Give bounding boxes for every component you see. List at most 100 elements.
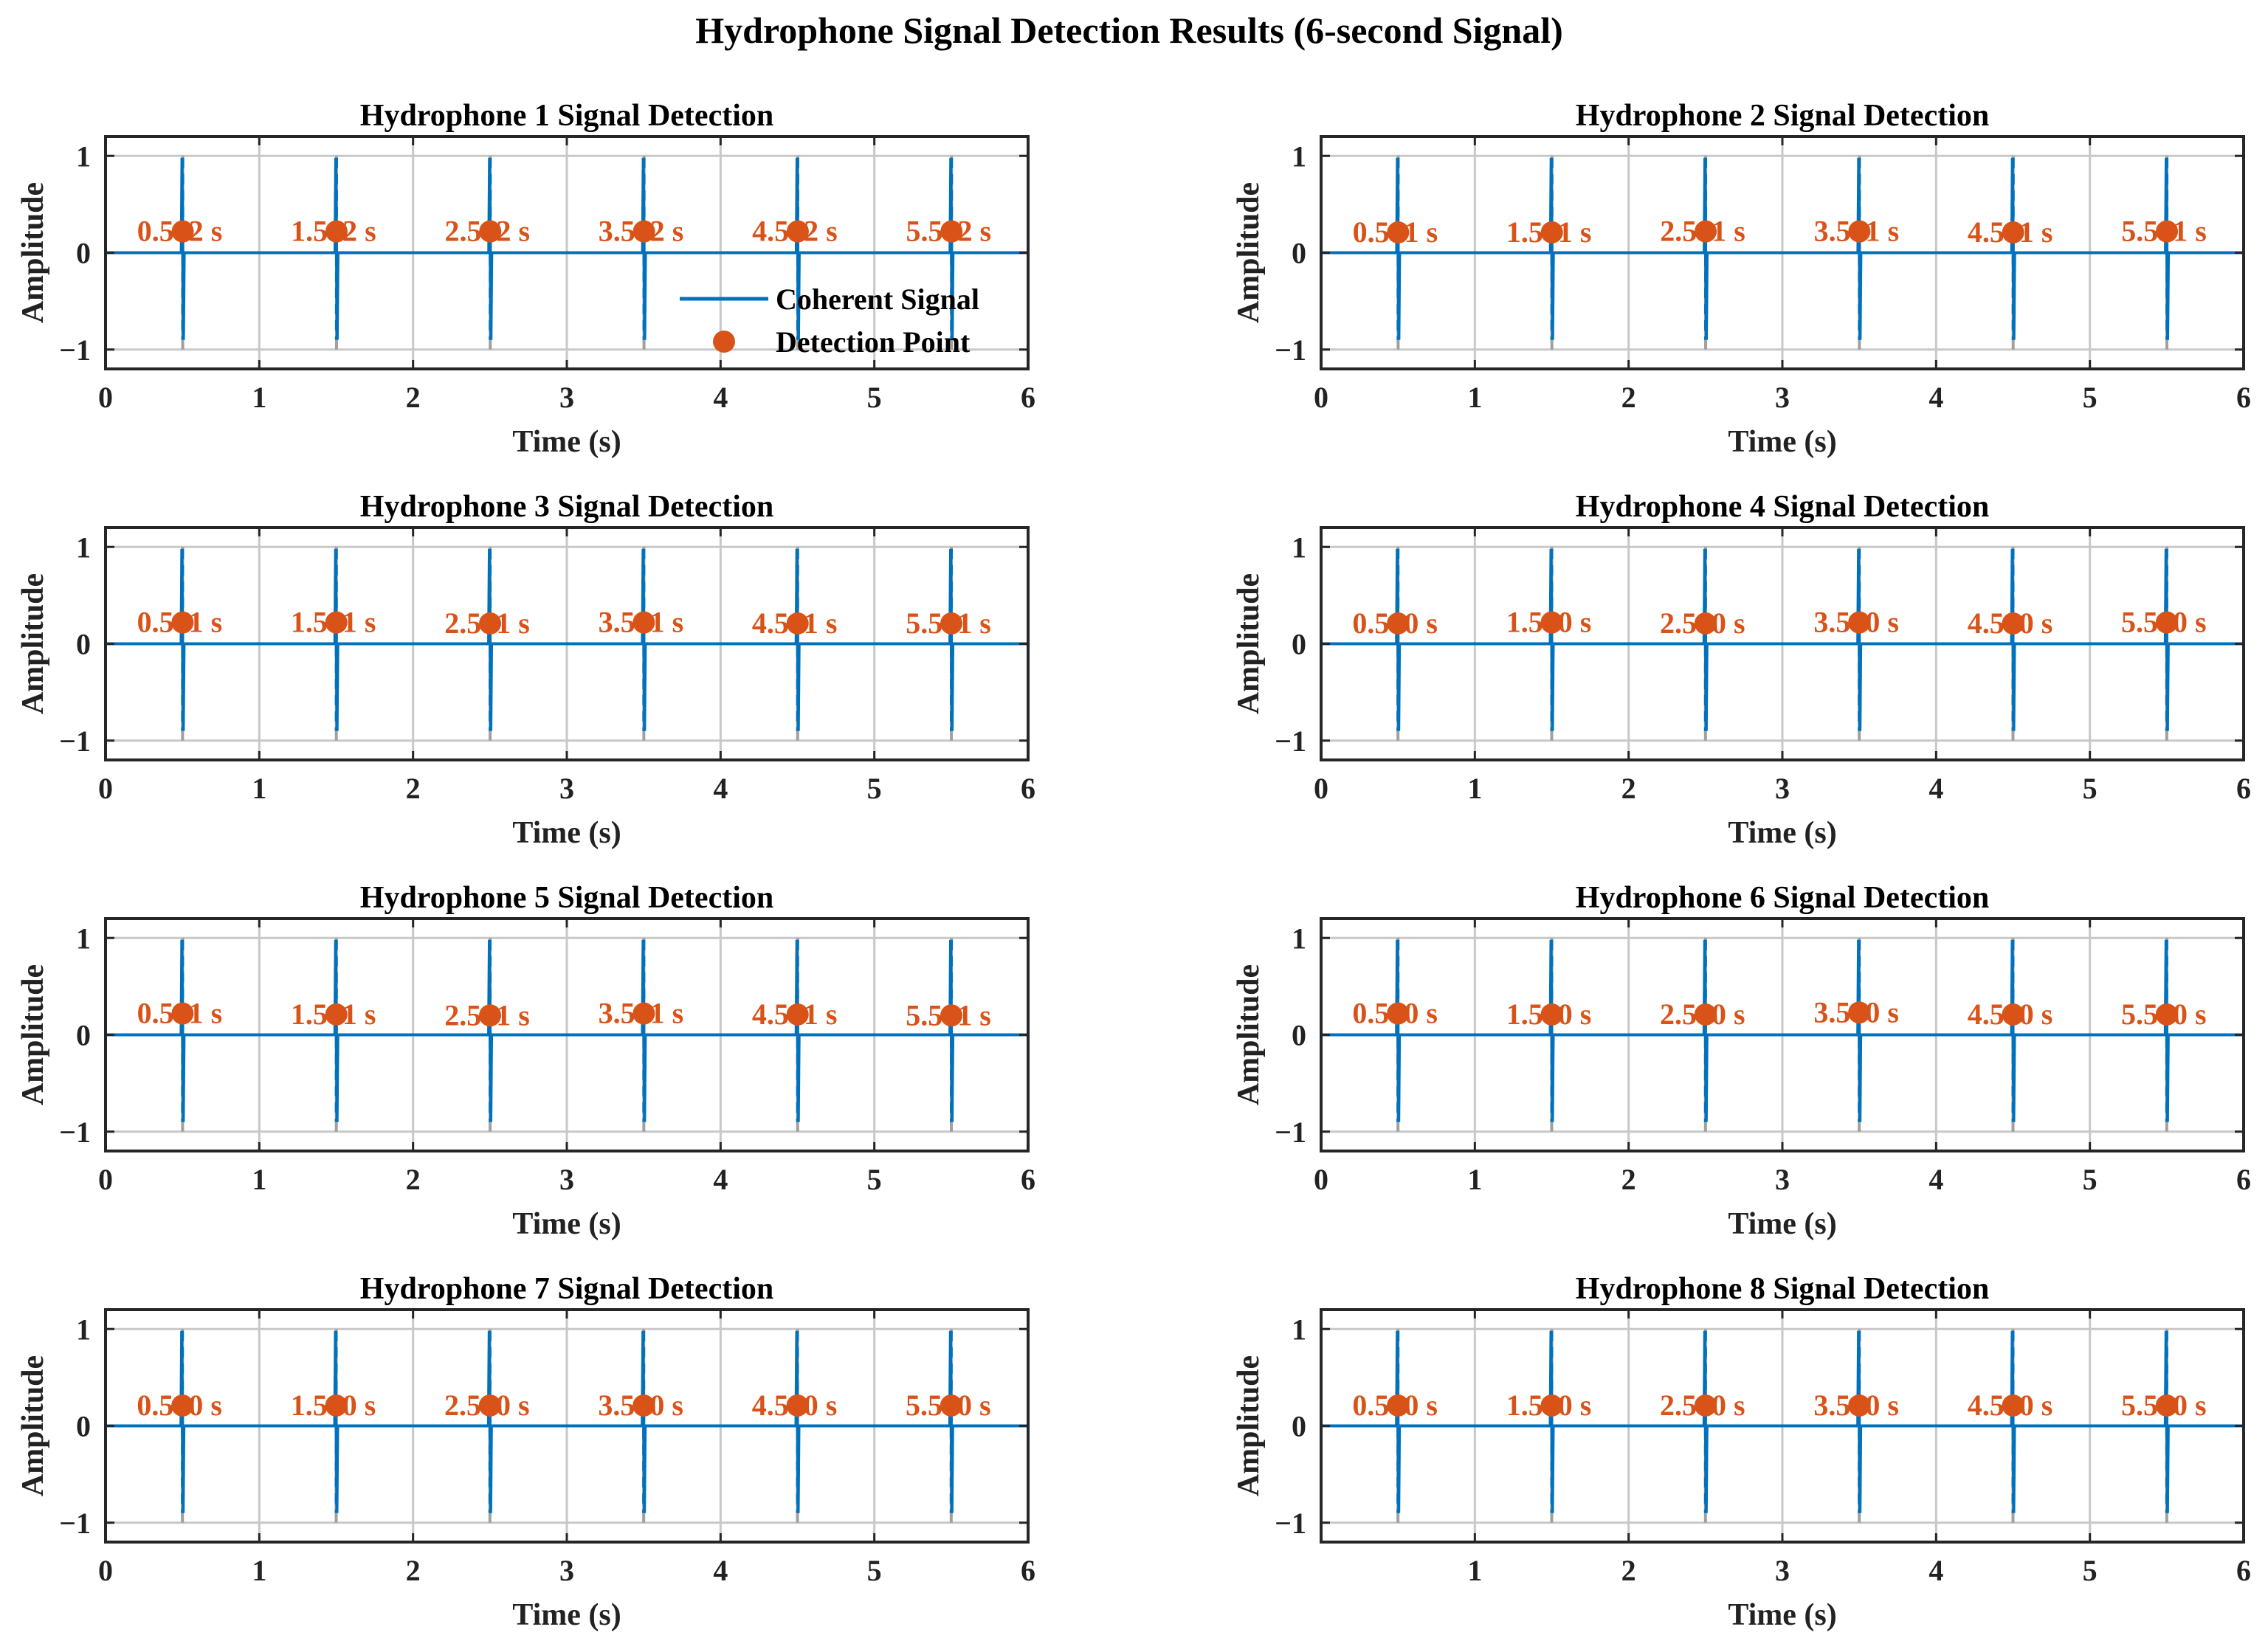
x-tick-label: 2 [406, 381, 421, 414]
subplot-title: Hydrophone 6 Signal Detection [1576, 881, 1989, 915]
detection-label: 4.500 s [752, 1389, 838, 1422]
detection-point [1540, 221, 1563, 243]
coherent-signal-line [1321, 939, 2244, 1122]
detection-label: 2.501 s [444, 606, 530, 640]
detection-label: 0.500 s [1352, 997, 1438, 1030]
subplot-2: 0.501 s 1.501 s 2.501 s 3.501 s 4.501 s 5.501… [1232, 99, 2251, 459]
detection-label: 3.501 s [599, 997, 684, 1030]
x-tick-label: 0 [98, 772, 113, 805]
detection-point [1848, 220, 1871, 243]
y-axis-label: Amplitude [1232, 573, 1266, 714]
detection-label: 3.502 s [599, 215, 684, 248]
x-tick-label: 6 [1021, 772, 1035, 805]
x-tick-label: 6 [2236, 1554, 2251, 1587]
y-axis-label: Amplitude [1232, 182, 1266, 323]
detection-label: 5.501 s [906, 998, 991, 1031]
y-axis-label: Amplitude [16, 573, 50, 714]
subplot-7: 0.500 s 1.500 s 2.500 s 3.500 s 4.500 s 5.500… [16, 1272, 1035, 1632]
detection-point [479, 612, 502, 635]
x-tick-label: 6 [2236, 1163, 2251, 1196]
y-axis-label: Amplitude [16, 182, 50, 323]
x-tick-label: 0 [98, 1554, 113, 1587]
x-tick-label: 4 [713, 1554, 728, 1587]
x-tick-label: 1 [1467, 381, 1482, 414]
x-tick-label: 5 [2083, 1163, 2098, 1196]
detection-point [171, 1002, 194, 1025]
detection-label: 3.501 s [599, 606, 684, 639]
x-tick-label: 0 [98, 1163, 113, 1196]
detection-label: 0.501 s [137, 997, 223, 1030]
subplot-1: 0.502 s 1.502 s 2.502 s 3.502 s 4.502 s 5.502… [16, 99, 1035, 459]
detection-point [633, 1002, 655, 1025]
detection-point [325, 611, 348, 634]
y-tick-label: −1 [59, 333, 91, 367]
coherent-signal-line [106, 939, 1028, 1122]
detection-point [479, 220, 502, 243]
x-tick-label: 4 [1929, 772, 1943, 805]
subplot-5: 0.501 s 1.501 s 2.501 s 3.501 s 4.501 s 5.501… [16, 881, 1035, 1241]
detection-label: 3.501 s [1814, 215, 1900, 248]
x-tick-label: 6 [1021, 381, 1035, 414]
y-tick-label: 1 [76, 1313, 91, 1346]
detection-label: 1.500 s [1506, 606, 1592, 639]
detection-label: 2.501 s [1660, 215, 1745, 248]
subplot-title: Hydrophone 7 Signal Detection [360, 1272, 773, 1306]
detection-label: 4.500 s [1968, 606, 2053, 640]
y-tick-label: 1 [76, 530, 91, 564]
x-tick-label: 5 [867, 381, 882, 414]
detection-label: 0.500 s [1352, 606, 1438, 640]
detection-point [171, 611, 194, 634]
y-axis-label: Amplitude [1232, 964, 1266, 1105]
coherent-signal-line [1321, 1330, 2244, 1513]
detection-point [1387, 221, 1410, 243]
x-tick-label: 5 [2083, 1554, 2098, 1587]
detection-point [171, 1394, 194, 1417]
detection-label: 3.500 s [598, 1389, 683, 1422]
x-tick-label: 6 [1021, 1163, 1035, 1196]
detection-point [940, 220, 963, 243]
x-tick-label: 1 [1467, 1554, 1482, 1587]
detection-label: 2.500 s [444, 1389, 530, 1422]
x-tick-label: 2 [406, 1163, 421, 1196]
detection-point [1540, 611, 1563, 634]
detection-label: 2.500 s [1660, 998, 1745, 1031]
y-tick-label: 1 [1292, 922, 1306, 955]
x-tick-label: 1 [252, 381, 266, 414]
detection-point [2155, 1394, 2178, 1417]
detection-label: 4.500 s [1968, 1389, 2053, 1422]
detection-label: 0.502 s [137, 215, 223, 248]
x-tick-label: 2 [1621, 1554, 1636, 1587]
x-axis-label: Time (s) [512, 1207, 621, 1241]
subplot-title: Hydrophone 2 Signal Detection [1576, 99, 1989, 133]
subplot-4: 0.500 s 1.500 s 2.500 s 3.500 s 4.500 s 5.500… [1232, 490, 2251, 850]
detection-point [2002, 612, 2024, 635]
detection-point [1694, 1394, 1717, 1417]
detection-point [2002, 1394, 2024, 1417]
x-tick-label: 1 [252, 1554, 266, 1587]
legend-entry-detection: Detection Point [776, 325, 971, 359]
y-tick-label: 0 [76, 628, 91, 661]
detection-label: 2.500 s [1660, 606, 1745, 640]
x-tick-label: 5 [867, 1163, 882, 1196]
detection-point [1540, 1003, 1563, 1026]
x-tick-label: 6 [2236, 772, 2251, 805]
x-tick-label: 2 [406, 772, 421, 805]
detection-point [325, 1394, 348, 1417]
detection-label: 5.500 s [906, 1389, 991, 1422]
subplot-grid: 0.502 s 1.502 s 2.502 s 3.502 s 4.502 s 5.502… [16, 99, 2251, 1632]
detection-label: 4.501 s [1968, 215, 2053, 249]
detection-label: 4.501 s [752, 998, 838, 1031]
detection-point [1695, 220, 1717, 243]
legend-entry-signal: Coherent Signal [776, 283, 979, 316]
detection-point [2156, 220, 2179, 243]
x-axis-label: Time (s) [512, 816, 621, 850]
x-tick-label: 3 [559, 772, 574, 805]
y-tick-label: 1 [1292, 139, 1306, 173]
x-tick-label: 5 [2083, 381, 2098, 414]
detection-label: 1.502 s [291, 215, 376, 248]
detection-point [940, 1394, 962, 1417]
x-tick-label: 2 [1621, 381, 1636, 414]
y-axis-label: Amplitude [1232, 1355, 1266, 1496]
detection-point [1387, 612, 1410, 635]
